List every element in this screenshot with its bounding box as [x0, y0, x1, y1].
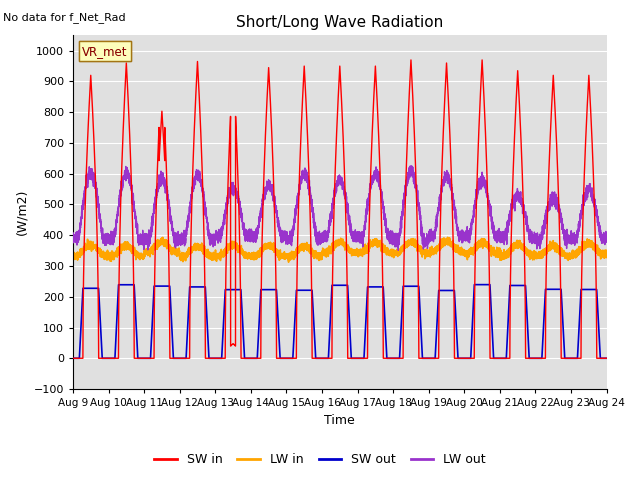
Title: Short/Long Wave Radiation: Short/Long Wave Radiation: [236, 15, 444, 30]
Legend: SW in, LW in, SW out, LW out: SW in, LW in, SW out, LW out: [149, 448, 491, 471]
Text: No data for f_Net_Rad: No data for f_Net_Rad: [3, 12, 126, 23]
Legend: VR_met: VR_met: [79, 41, 131, 61]
Y-axis label: (W/m2): (W/m2): [15, 189, 28, 235]
X-axis label: Time: Time: [324, 414, 355, 427]
